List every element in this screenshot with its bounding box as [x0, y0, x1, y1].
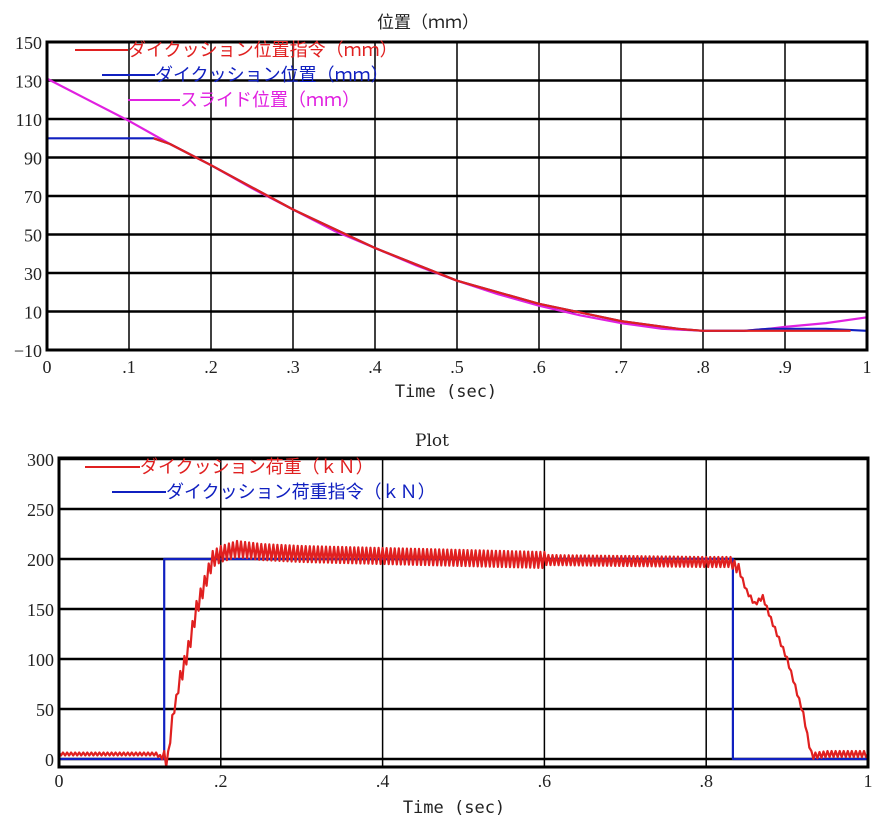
- y-tick-label: −10: [14, 341, 42, 361]
- x-tick-label: .6: [532, 357, 546, 377]
- x-tick-label: 0: [43, 357, 52, 377]
- plot-frame: [45, 40, 869, 352]
- plot-title: Plot: [415, 431, 449, 451]
- series-lines: [58, 539, 869, 769]
- x-tick-label: .8: [696, 357, 710, 377]
- x-tick-label: .2: [214, 771, 228, 791]
- y-tick-label: 150: [27, 600, 54, 620]
- y-tick-label: 50: [24, 226, 42, 246]
- legend: ダイクッション荷重（ｋＮ） ダイクッション荷重指令（ｋＮ）: [85, 457, 436, 503]
- y-tick-label: 90: [24, 149, 42, 169]
- y-tick-label: 0: [45, 750, 54, 770]
- grid: [58, 457, 869, 767]
- grid: [46, 40, 868, 352]
- y-axis-ticks: 150 130 110 90 70 50 30 10 −10: [14, 33, 42, 361]
- y-tick-label: 300: [27, 450, 54, 470]
- series-line: [58, 539, 869, 769]
- y-axis-ticks: 300 250 200 150 100 50 0: [27, 450, 54, 770]
- legend-label: ダイクッション位置指令（ｍｍ）: [128, 40, 398, 61]
- plot-title: 位置（ｍｍ）: [377, 13, 479, 33]
- x-tick-label: 0: [55, 771, 64, 791]
- x-tick-label: 1: [864, 771, 873, 791]
- y-tick-label: 100: [27, 650, 54, 670]
- legend: ダイクッション位置指令（ｍｍ） ダイクッション位置（ｍｍ） スライド位置（ｍｍ）: [75, 40, 398, 111]
- y-tick-label: 250: [27, 500, 54, 520]
- position-plot: 位置（ｍｍ） 150 130 110 90 70 50 30 10 −10 0 .1 .2 .3 .4.…: [14, 13, 872, 402]
- legend-label: スライド位置（ｍｍ）: [180, 90, 360, 111]
- x-tick-label: .7: [614, 357, 628, 377]
- x-tick-label: .4: [368, 357, 382, 377]
- x-axis-ticks: 0 .2 .4 .6 .8 1: [55, 771, 873, 791]
- x-tick-label: .6: [538, 771, 552, 791]
- y-tick-label: 10: [24, 303, 42, 323]
- x-tick-label: .9: [778, 357, 792, 377]
- y-tick-label: 70: [24, 187, 42, 207]
- x-tick-label: .4: [376, 771, 390, 791]
- load-plot: Plot 300 250 200 150 100 50 0 0 .2 .4 .6 .8 1 ダイクッシ…: [27, 431, 873, 818]
- y-tick-label: 30: [24, 264, 42, 284]
- x-tick-label: .2: [204, 357, 218, 377]
- legend-label: ダイクッション荷重指令（ｋＮ）: [166, 482, 436, 503]
- y-tick-label: 130: [15, 72, 42, 92]
- y-tick-label: 50: [36, 700, 54, 720]
- x-axis-label: Time (sec): [395, 382, 497, 402]
- x-tick-label: .3: [286, 357, 300, 377]
- x-tick-label: .8: [699, 771, 713, 791]
- legend-label: ダイクッション荷重（ｋＮ）: [140, 457, 374, 478]
- x-axis-label: Time (sec): [403, 798, 505, 818]
- x-tick-label: .5: [450, 357, 464, 377]
- plot-frame: [57, 456, 870, 769]
- x-tick-label: 1: [863, 357, 872, 377]
- x-tick-label: .1: [122, 357, 136, 377]
- series-line: [153, 137, 851, 332]
- y-tick-label: 110: [16, 110, 42, 130]
- legend-label: ダイクッション位置（ｍｍ）: [155, 65, 389, 86]
- y-tick-label: 150: [15, 33, 42, 53]
- x-axis-ticks: 0 .1 .2 .3 .4 .5 .6 .7 .8 .9 1: [43, 357, 872, 377]
- y-tick-label: 200: [27, 550, 54, 570]
- series-lines: [46, 77, 868, 332]
